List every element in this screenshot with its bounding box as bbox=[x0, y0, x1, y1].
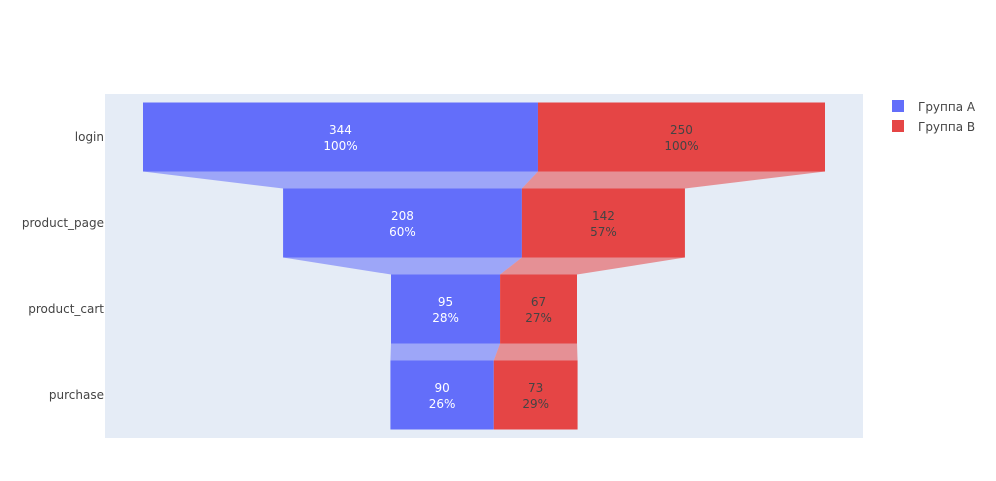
category-label-product_cart: product_cart bbox=[28, 302, 104, 316]
bar-login-group-a[interactable] bbox=[143, 102, 538, 172]
percent-label-product_page-a: 60% bbox=[389, 225, 416, 239]
percent-label-product_cart-b: 27% bbox=[525, 311, 552, 325]
category-label-product_page: product_page bbox=[22, 216, 104, 230]
percent-label-purchase-a: 26% bbox=[429, 397, 456, 411]
percent-label-product_cart-a: 28% bbox=[432, 311, 459, 325]
bar-product_page-group-a[interactable] bbox=[283, 188, 522, 258]
bar-product_cart-group-a[interactable] bbox=[391, 274, 501, 344]
percent-label-product_page-b: 57% bbox=[590, 225, 617, 239]
legend[interactable]: Группа А Группа В bbox=[892, 100, 976, 134]
percent-label-purchase-b: 29% bbox=[522, 397, 549, 411]
bar-purchase-group-b[interactable] bbox=[493, 360, 578, 430]
value-label-product_page-a: 208 bbox=[391, 209, 414, 223]
percent-label-login-b: 100% bbox=[664, 139, 698, 153]
value-label-login-b: 250 bbox=[670, 123, 693, 137]
value-label-purchase-b: 73 bbox=[528, 381, 543, 395]
connector-login-b bbox=[521, 171, 825, 189]
legend-swatch-group-a[interactable] bbox=[892, 100, 904, 112]
connector-product_page-b bbox=[500, 257, 685, 275]
connector-product_cart-a bbox=[390, 343, 501, 361]
category-labels: login product_page product_cart purchase bbox=[22, 130, 104, 402]
value-label-purchase-a: 90 bbox=[434, 381, 449, 395]
legend-label-group-a[interactable]: Группа А bbox=[918, 100, 976, 114]
bar-product_cart-group-b[interactable] bbox=[500, 274, 577, 344]
connector-product_page-a bbox=[283, 257, 522, 275]
funnel-bars bbox=[143, 102, 825, 430]
value-label-login-a: 344 bbox=[329, 123, 352, 137]
bar-product_page-group-b[interactable] bbox=[521, 188, 685, 258]
legend-swatch-group-b[interactable] bbox=[892, 120, 904, 132]
value-label-product_cart-a: 95 bbox=[438, 295, 453, 309]
category-label-purchase: purchase bbox=[49, 388, 104, 402]
bar-login-group-b[interactable] bbox=[537, 102, 825, 172]
legend-label-group-b[interactable]: Группа В bbox=[918, 120, 975, 134]
connector-product_cart-b bbox=[493, 343, 578, 361]
percent-label-login-a: 100% bbox=[323, 139, 357, 153]
category-label-login: login bbox=[75, 130, 104, 144]
bar-labels: 344 100% 250 100% 208 60% 142 57% 95 28% 67 27% 90 26… bbox=[323, 123, 698, 411]
bar-purchase-group-a[interactable] bbox=[390, 360, 494, 430]
value-label-product_page-b: 142 bbox=[592, 209, 615, 223]
funnel-connectors bbox=[143, 171, 825, 361]
connector-login-a bbox=[143, 171, 538, 189]
value-label-product_cart-b: 67 bbox=[531, 295, 546, 309]
